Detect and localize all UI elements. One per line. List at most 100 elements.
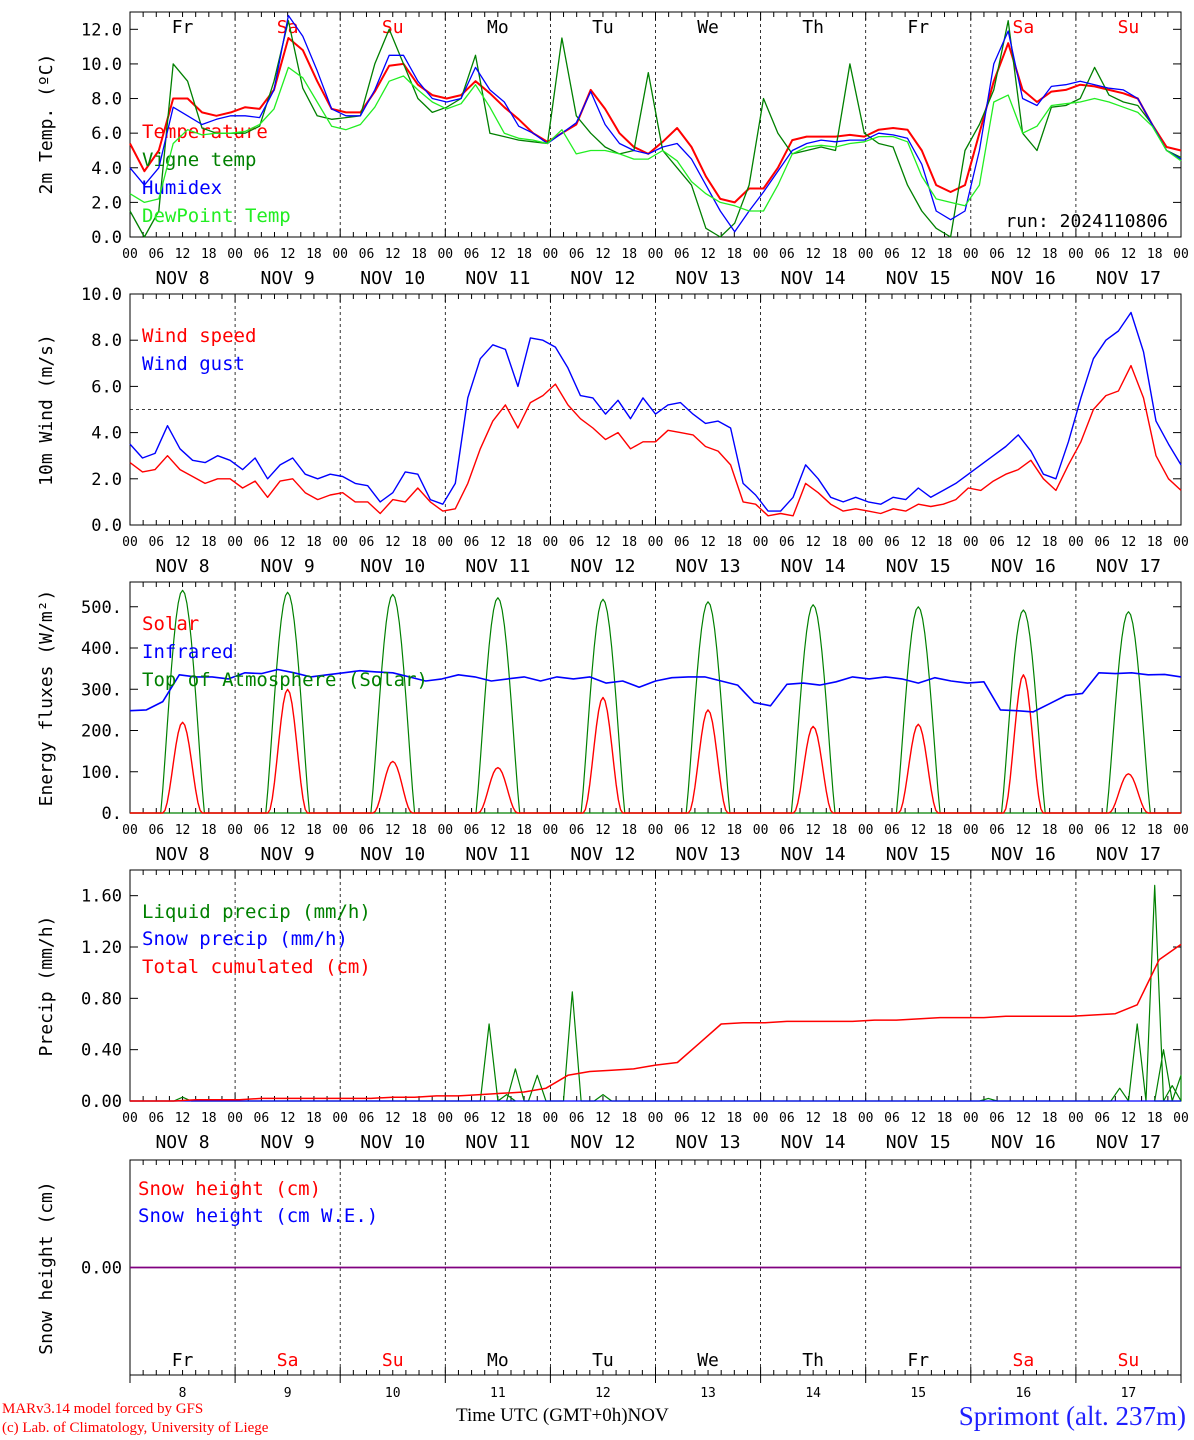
hour-tick-label: 18 xyxy=(1147,535,1163,550)
hour-tick-label: 12 xyxy=(175,1111,191,1126)
y-tick-label: 8.0 xyxy=(91,90,122,110)
panel-1-frame xyxy=(129,11,1182,238)
hour-tick-label: 18 xyxy=(621,823,637,838)
hour-tick-label: 00 xyxy=(648,535,664,550)
hour-tick-label: 12 xyxy=(385,823,401,838)
hour-tick-label: 12 xyxy=(1016,247,1032,262)
hour-tick-label: 00 xyxy=(1068,1111,1084,1126)
day-number-label: 8 xyxy=(179,1386,187,1401)
hour-tick-label: 06 xyxy=(464,1111,480,1126)
hour-tick-label: 00 xyxy=(1173,535,1189,550)
date-tick-label: NOV 8 xyxy=(155,1132,209,1153)
day-label: Su xyxy=(1118,17,1140,38)
hour-tick-label: 12 xyxy=(1121,823,1137,838)
time-axis-label: Time UTC (GMT+0h) xyxy=(456,1405,628,1426)
date-tick-label: NOV 16 xyxy=(991,556,1056,577)
hour-tick-label: 18 xyxy=(306,1111,322,1126)
day-label: Fr xyxy=(172,17,194,38)
date-tick-label: NOV 14 xyxy=(781,844,846,865)
y-tick-label: 0.0 xyxy=(91,516,122,536)
y-tick-label: 200. xyxy=(81,722,122,742)
hour-tick-label: 12 xyxy=(805,1111,821,1126)
date-tick-label: NOV 13 xyxy=(676,556,741,577)
date-tick-label: NOV 17 xyxy=(1096,268,1161,289)
liquid-precip-line xyxy=(130,884,1182,1102)
date-tick-label: NOV 12 xyxy=(570,844,635,865)
hour-tick-label: 18 xyxy=(726,823,742,838)
legend-entry: Infrared xyxy=(142,641,234,663)
hour-tick-label: 06 xyxy=(254,1111,270,1126)
day-number-label: 17 xyxy=(1121,1386,1137,1401)
time-axis-title: Time UTC (GMT+0h)NOV xyxy=(456,1405,669,1427)
date-tick-label: NOV 15 xyxy=(886,268,951,289)
legend-entry: Snow height (cm) xyxy=(138,1178,321,1200)
day-label: Fr xyxy=(907,1350,929,1371)
hour-tick-label: 18 xyxy=(306,535,322,550)
day-label: We xyxy=(697,17,719,38)
y-tick-label: 0.40 xyxy=(81,1041,122,1061)
hour-tick-label: 00 xyxy=(963,823,979,838)
day-label: Tu xyxy=(592,1350,614,1371)
hour-tick-label: 12 xyxy=(595,535,611,550)
hour-tick-label: 12 xyxy=(910,535,926,550)
temp-series-line xyxy=(129,66,1182,212)
date-tick-label: NOV 14 xyxy=(781,1132,846,1153)
solar-line xyxy=(130,674,1181,814)
y-tick-label: 2.0 xyxy=(91,193,122,213)
hour-tick-label: 06 xyxy=(884,247,900,262)
hour-tick-label: 12 xyxy=(595,823,611,838)
hour-tick-label: 18 xyxy=(306,823,322,838)
day-label: Su xyxy=(382,1350,404,1371)
hour-tick-label: 12 xyxy=(805,535,821,550)
hour-tick-label: 06 xyxy=(989,1111,1005,1126)
hour-tick-label: 18 xyxy=(726,1111,742,1126)
hour-tick-label: 18 xyxy=(516,535,532,550)
hour-tick-label: 00 xyxy=(1068,247,1084,262)
y-axis-title: Energy fluxes (W/m²) xyxy=(36,590,57,807)
temp-series-line xyxy=(129,37,1182,204)
hour-tick-label: 18 xyxy=(937,1111,953,1126)
legend-entry: Solar xyxy=(142,613,199,635)
hour-tick-label: 00 xyxy=(227,247,243,262)
day-number-label: 11 xyxy=(490,1386,506,1401)
hour-tick-label: 12 xyxy=(175,823,191,838)
date-tick-label: NOV 9 xyxy=(261,268,315,289)
hour-tick-label: 00 xyxy=(122,823,138,838)
hour-tick-label: 06 xyxy=(148,823,164,838)
y-axis-title: 10m Wind (m/s) xyxy=(36,334,57,486)
hour-tick-label: 00 xyxy=(543,1111,559,1126)
hour-tick-label: 12 xyxy=(700,535,716,550)
date-tick-label: NOV 12 xyxy=(570,1132,635,1153)
date-tick-label: NOV 14 xyxy=(781,268,846,289)
credit-line-2: (c) Lab. of Climatology, University of L… xyxy=(2,1420,269,1436)
hour-tick-label: 12 xyxy=(805,247,821,262)
hour-tick-label: 12 xyxy=(700,1111,716,1126)
hour-tick-label: 00 xyxy=(332,823,348,838)
date-tick-label: NOV 16 xyxy=(991,1132,1056,1153)
hour-tick-label: 06 xyxy=(254,535,270,550)
temp-series-line xyxy=(129,20,1182,238)
hour-tick-label: 18 xyxy=(516,823,532,838)
legend-entry: Humidex xyxy=(142,177,222,199)
total-cumulated-line xyxy=(130,943,1182,1102)
date-tick-label: NOV 17 xyxy=(1096,556,1161,577)
hour-tick-label: 00 xyxy=(122,247,138,262)
hour-tick-label: 18 xyxy=(1042,1111,1058,1126)
hour-tick-label: 00 xyxy=(1173,247,1189,262)
hour-tick-label: 18 xyxy=(726,535,742,550)
hour-tick-label: 18 xyxy=(411,247,427,262)
hour-tick-label: 18 xyxy=(1147,823,1163,838)
hour-tick-label: 18 xyxy=(726,247,742,262)
date-tick-label: NOV 17 xyxy=(1096,1132,1161,1153)
hour-tick-label: 12 xyxy=(700,823,716,838)
date-tick-label: NOV 8 xyxy=(155,556,209,577)
date-tick-label: NOV 16 xyxy=(991,268,1056,289)
y-tick-label: 1.20 xyxy=(81,938,122,958)
infrared-line xyxy=(129,668,1182,713)
hour-tick-label: 00 xyxy=(437,535,453,550)
hour-tick-label: 18 xyxy=(832,247,848,262)
date-tick-label: NOV 16 xyxy=(991,844,1056,865)
hour-tick-label: 06 xyxy=(779,1111,795,1126)
day-label: Fr xyxy=(172,1350,194,1371)
day-label: Mo xyxy=(487,17,509,38)
